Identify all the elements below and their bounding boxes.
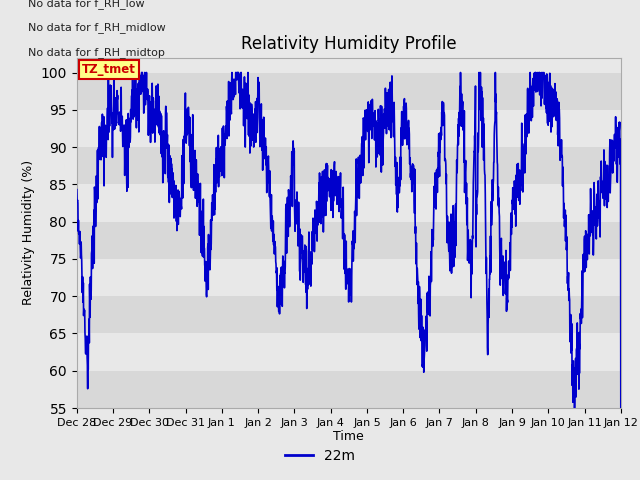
- Text: No data for f_RH_low: No data for f_RH_low: [28, 0, 145, 9]
- Y-axis label: Relativity Humidity (%): Relativity Humidity (%): [22, 160, 35, 305]
- Bar: [77, 296, 621, 334]
- Bar: [77, 371, 621, 408]
- Bar: [77, 110, 621, 147]
- Bar: [77, 222, 621, 259]
- Legend: 22m: 22m: [280, 443, 360, 468]
- Text: No data for f_RH_midlow: No data for f_RH_midlow: [28, 23, 166, 34]
- Bar: [77, 72, 621, 110]
- Bar: [77, 259, 621, 296]
- Title: Relativity Humidity Profile: Relativity Humidity Profile: [241, 35, 456, 53]
- Bar: [77, 334, 621, 371]
- X-axis label: Time: Time: [333, 431, 364, 444]
- Text: No data for f_RH_midtop: No data for f_RH_midtop: [28, 47, 164, 58]
- Bar: [77, 184, 621, 222]
- Text: TZ_tmet: TZ_tmet: [82, 63, 136, 76]
- Bar: [77, 147, 621, 184]
